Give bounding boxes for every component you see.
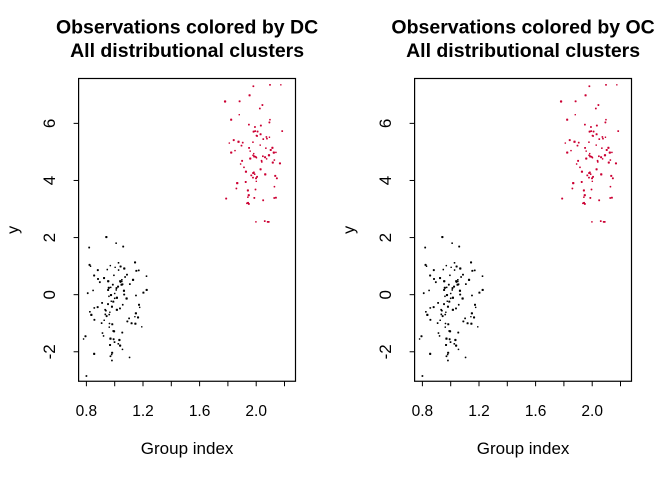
svg-text:2.0: 2.0 [245,403,267,420]
svg-text:Observations colored by OC: Observations colored by OC [391,17,654,39]
svg-text:-2: -2 [376,344,395,359]
svg-text:1.2: 1.2 [132,403,154,420]
svg-text:2: 2 [376,233,395,242]
svg-text:6: 6 [376,119,395,128]
svg-text:All distributional clusters: All distributional clusters [406,40,640,62]
svg-text:1.6: 1.6 [525,403,547,420]
svg-text:2: 2 [40,233,59,242]
svg-text:Group index: Group index [141,439,234,458]
svg-text:0: 0 [40,290,59,299]
svg-text:Group index: Group index [477,439,570,458]
svg-text:2.0: 2.0 [581,403,603,420]
svg-text:4: 4 [376,176,395,185]
svg-text:0.8: 0.8 [412,403,434,420]
svg-text:y: y [5,226,22,234]
svg-text:y: y [341,226,358,234]
svg-text:Observations colored by DC: Observations colored by DC [56,17,318,39]
svg-text:-2: -2 [40,344,59,359]
svg-text:0.8: 0.8 [76,403,98,420]
svg-text:4: 4 [40,176,59,185]
svg-text:1.6: 1.6 [189,403,211,420]
svg-text:1.2: 1.2 [468,403,490,420]
svg-text:0: 0 [376,290,395,299]
svg-text:All distributional clusters: All distributional clusters [70,40,304,62]
svg-text:6: 6 [40,119,59,128]
